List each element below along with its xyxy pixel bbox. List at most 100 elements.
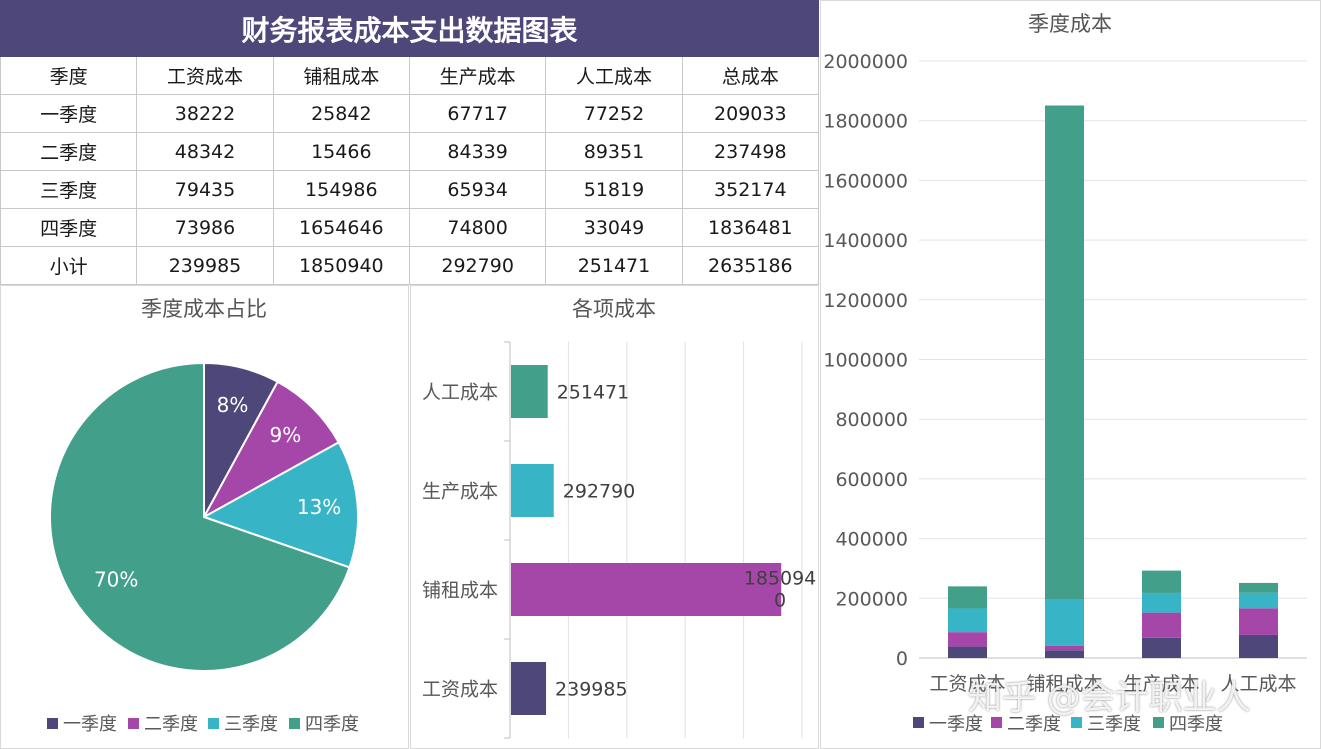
- bar: [511, 464, 554, 517]
- table-header-row: 季度 工资成本 铺租成本 生产成本 人工成本 总成本: [0, 56, 820, 95]
- bar: [511, 662, 547, 715]
- data-label: 239985: [555, 679, 628, 701]
- bar: [511, 563, 782, 616]
- y-tick-label: 1000000: [823, 350, 908, 372]
- table-cell: 15466: [272, 132, 410, 171]
- pie-slice: [201, 440, 359, 569]
- table-cell: 一季度: [0, 94, 138, 133]
- bar-segment: [1239, 592, 1278, 609]
- y-tick-label: 1200000: [823, 290, 908, 312]
- bar-segment: [1142, 592, 1181, 613]
- bar-segment: [1142, 637, 1181, 658]
- chart-title: 季度成本占比: [141, 297, 267, 321]
- header-cell: 人工成本: [545, 56, 683, 95]
- bar-segment: [948, 608, 987, 633]
- legend-label: 二季度: [144, 714, 198, 735]
- legend-label: 一季度: [63, 714, 117, 735]
- data-label: 251471: [557, 382, 630, 404]
- pie-chart-panel: 季度成本占比 8% 9% 13% 70% 一季度 二季度 三季度 四季度: [0, 285, 409, 749]
- header-cell: 铺租成本: [272, 56, 410, 95]
- bar-segment: [1045, 645, 1084, 651]
- bar-segment: [1239, 634, 1278, 658]
- x-tick-label: 铺租成本: [1026, 673, 1102, 695]
- legend-swatch: [1153, 717, 1164, 728]
- header-cell: 工资成本: [136, 56, 274, 95]
- legend-label: 四季度: [1169, 714, 1223, 735]
- pie-slice: [49, 361, 351, 672]
- pie-slice-label: 70%: [94, 568, 138, 592]
- y-tick-label: 1800000: [823, 111, 908, 133]
- table-cell: 74800: [408, 208, 547, 247]
- y-tick-label: 1600000: [823, 170, 908, 192]
- y-tick-label: 200000: [835, 588, 908, 610]
- table-cell: 89351: [545, 132, 683, 171]
- chart-title: 各项成本: [572, 297, 656, 321]
- legend-swatch: [128, 718, 139, 729]
- table-cell: 79435: [136, 170, 274, 209]
- legend-label: 四季度: [305, 714, 359, 735]
- legend-label: 三季度: [1087, 714, 1141, 735]
- legend-swatch: [47, 718, 58, 729]
- table-cell: 四季度: [0, 208, 138, 247]
- table-cell: 二季度: [0, 132, 138, 171]
- bar-segment: [948, 646, 987, 658]
- x-tick-label: 生产成本: [1123, 673, 1199, 695]
- legend-swatch: [208, 718, 219, 729]
- table-row: 三季度 79435 154986 65934 51819 352174: [0, 170, 820, 209]
- category-label: 铺租成本: [422, 580, 498, 602]
- x-tick-label: 人工成本: [1220, 673, 1296, 695]
- table-cell: 67717: [408, 94, 547, 133]
- bar-segment: [1239, 608, 1278, 635]
- table-cell: 38222: [136, 94, 274, 133]
- y-tick-label: 400000: [835, 529, 908, 551]
- bar-segment: [1239, 582, 1278, 593]
- table-cell: 73986: [136, 208, 274, 247]
- bar-segment: [1142, 570, 1181, 593]
- table-cell: 2635186: [681, 246, 820, 285]
- data-label: 185094 0: [744, 568, 817, 612]
- stacked-bar-chart-panel: 季度成本 0 200000 400000 600000 800000 1000000 1200…: [820, 0, 1321, 749]
- table-row: 一季度 38222 25842 67717 77252 209033: [0, 94, 820, 133]
- horizontal-bar-chart-panel: 各项成本 工资成本 239985 铺租成本 185094 0 生产成本 292790 人工成本 2…: [410, 285, 819, 749]
- category-label: 工资成本: [422, 679, 498, 701]
- legend-swatch: [1071, 717, 1082, 728]
- table-row: 小计 239985 1850940 292790 251471 2635186: [0, 246, 820, 285]
- table-cell: 77252: [545, 94, 683, 133]
- table-row: 二季度 48342 15466 84339 89351 237498: [0, 132, 820, 171]
- table-cell: 65934: [408, 170, 547, 209]
- header-cell: 季度: [0, 56, 138, 95]
- y-tick-label: 2000000: [823, 51, 908, 73]
- bar-segment: [1142, 612, 1181, 638]
- bar: [511, 365, 548, 418]
- table-cell: 292790: [408, 246, 547, 285]
- table-cell: 1850940: [272, 246, 410, 285]
- pie-slice-label: 9%: [269, 423, 301, 447]
- legend-swatch: [991, 717, 1002, 728]
- table-cell: 237498: [681, 132, 820, 171]
- cost-data-table: 财务报表成本支出数据图表 季度 工资成本 铺租成本 生产成本 人工成本 总成本 …: [0, 0, 820, 285]
- legend-label: 三季度: [224, 714, 278, 735]
- table-cell: 25842: [272, 94, 410, 133]
- data-label: 292790: [563, 481, 636, 503]
- y-tick-label: 600000: [835, 469, 908, 491]
- legend-swatch: [289, 718, 300, 729]
- chart-title: 季度成本: [1028, 12, 1112, 36]
- pie-slice-label: 13%: [297, 495, 341, 519]
- legend-label: 一季度: [929, 714, 983, 735]
- y-tick-label: 0: [896, 648, 908, 670]
- bar-segment: [1045, 105, 1084, 600]
- pie-slice-label: 8%: [217, 393, 249, 417]
- category-label: 生产成本: [422, 481, 498, 503]
- bar-segment: [1045, 650, 1084, 658]
- stacked-bar-chart: 季度成本 0 200000 400000 600000 800000 1000000 1200…: [823, 12, 1307, 735]
- table-cell: 51819: [545, 170, 683, 209]
- table-cell: 154986: [272, 170, 410, 209]
- table-cell: 1836481: [681, 208, 820, 247]
- pie-chart: 季度成本占比 8% 9% 13% 70% 一季度 二季度 三季度 四季度: [47, 297, 359, 735]
- x-tick-label: 工资成本: [929, 673, 1005, 695]
- table-cell: 三季度: [0, 170, 138, 209]
- y-tick-label: 1400000: [823, 230, 908, 252]
- header-cell: 生产成本: [408, 56, 547, 95]
- pie-slice: [201, 380, 341, 520]
